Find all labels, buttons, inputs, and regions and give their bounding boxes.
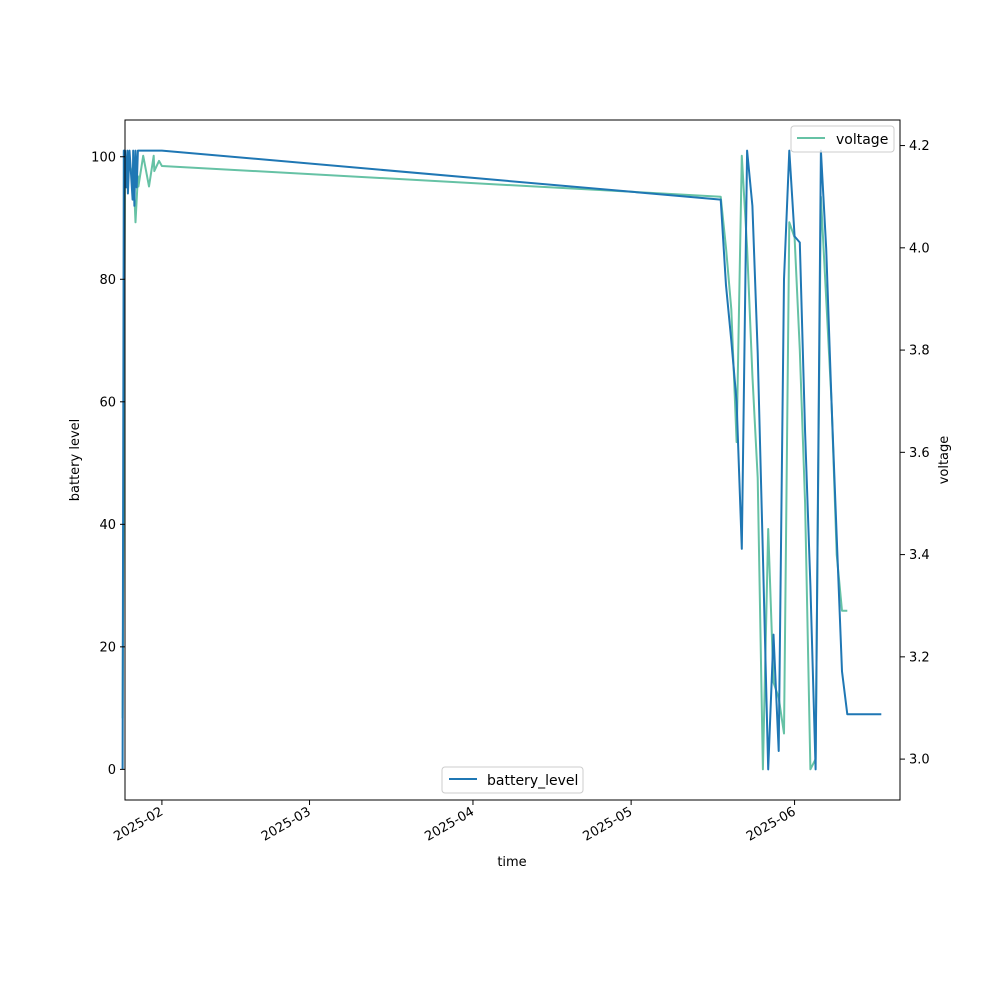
x-axis-label: time [497,855,526,870]
right-axis-label: voltage [937,436,952,485]
left-axis-ticks: 0 20 40 60 80 100 [91,150,125,778]
plot-frame [124,119,901,801]
left-tick-label: 0 [108,763,116,778]
series-layer [121,149,882,771]
legend-battery-label: battery_level [487,773,578,789]
left-tick-label: 100 [91,150,116,165]
legend-voltage-label: voltage [836,132,888,148]
series-line-voltage [121,154,848,771]
legend-voltage-box [790,125,895,153]
right-tick-label: 3.2 [909,650,930,665]
right-tick-label: 3.4 [909,548,930,563]
right-axis-ticks: 3.0 3.2 3.4 3.6 3.8 4.0 4.2 [900,139,930,768]
series-line-battery-level [121,149,882,771]
left-tick-label: 60 [99,395,116,410]
legend-battery: battery_level [441,766,584,794]
left-tick-label: 40 [99,518,116,533]
right-tick-label: 4.2 [909,139,930,154]
legend-voltage: voltage [790,125,895,153]
right-tick-label: 4.0 [909,241,930,256]
right-tick-label: 3.0 [909,753,930,768]
right-tick-label: 3.6 [909,446,930,461]
left-axis-label: battery level [68,419,83,502]
left-tick-label: 20 [99,640,116,655]
right-tick-label: 3.8 [909,344,930,359]
left-tick-label: 80 [99,273,116,288]
legend-battery-box [441,766,584,794]
